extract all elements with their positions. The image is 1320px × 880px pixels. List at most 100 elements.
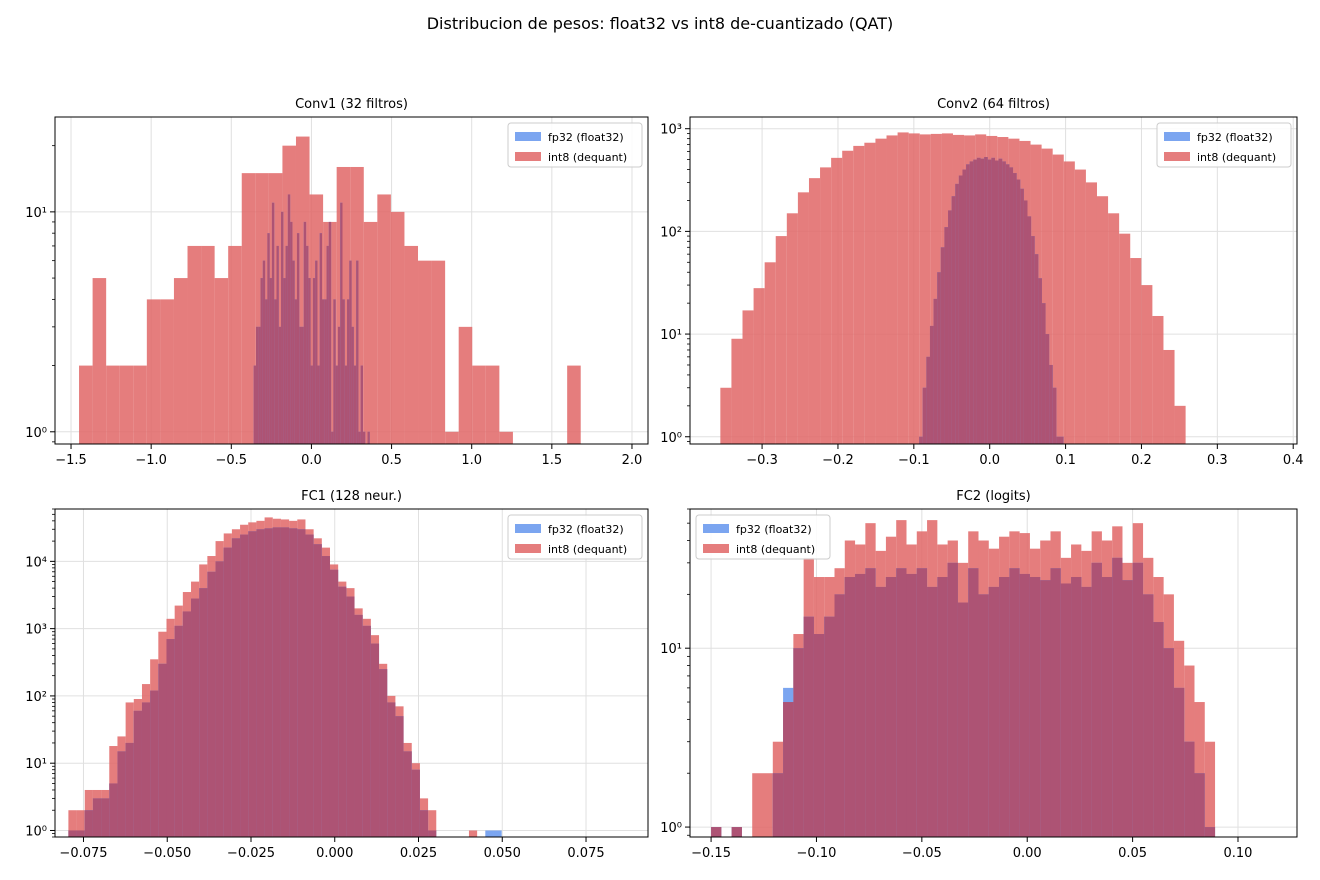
x-tick-label: −0.05 — [902, 846, 942, 861]
overlap-bar — [347, 299, 350, 444]
overlap-bar — [916, 568, 928, 837]
overlap-bar — [240, 534, 249, 837]
int8-bar — [428, 810, 437, 837]
overlap-bar — [1013, 173, 1017, 444]
overlap-bar — [955, 183, 959, 444]
overlap-bar — [896, 568, 907, 837]
overlap-bar — [248, 531, 257, 837]
subplot-2: Conv2 (64 filtros) −0.3 −0.2 −0.1 0.0 0.1 0.2 0… — [660, 97, 1303, 468]
overlap-bar — [783, 702, 794, 837]
overlap-bar — [322, 299, 325, 444]
overlap-bar — [927, 586, 938, 837]
overlap-bar — [1005, 164, 1010, 444]
int8-bar — [92, 278, 107, 444]
y-tick-label: 10⁰ — [660, 431, 682, 446]
overlap-bar — [353, 365, 357, 444]
int8-bar — [468, 830, 478, 837]
overlap-bar — [933, 298, 938, 444]
figure-title: Distribucion de pesos: float32 vs int8 d… — [426, 14, 894, 33]
overlap-bar — [358, 431, 361, 444]
int8-bar — [808, 178, 821, 444]
overlap-bar — [962, 169, 967, 444]
legend-swatch-int8 — [515, 544, 541, 553]
overlap-bar — [256, 326, 259, 444]
overlap-bar — [1071, 577, 1082, 837]
x-tick-label: 0.5 — [381, 453, 402, 468]
int8-bar — [1108, 213, 1120, 444]
overlap-bar — [984, 157, 988, 444]
x-tick-label: 0.3 — [1207, 453, 1228, 468]
overlap-bar — [101, 798, 110, 837]
int8-bar — [742, 310, 754, 444]
overlap-bar — [1020, 188, 1024, 444]
bars — [79, 136, 581, 444]
int8-bar — [160, 299, 174, 444]
axes-frame — [689, 508, 1298, 838]
overlap-bar — [978, 594, 989, 837]
overlap-bar — [362, 625, 371, 837]
int8-bar — [472, 365, 486, 444]
overlap-bar — [272, 527, 281, 837]
int8-bar — [1163, 349, 1175, 444]
x-tick-label: 0.2 — [1131, 453, 1152, 468]
subplot-title: FC1 (128 neur.) — [301, 489, 402, 504]
int8-bar — [76, 810, 85, 837]
x-tick-label: −1.0 — [135, 453, 167, 468]
legend-label: fp32 (float32) — [548, 131, 624, 144]
overlap-bar — [303, 221, 307, 444]
overlap-bar — [1194, 773, 1205, 837]
overlap-bar — [1040, 580, 1051, 837]
y-tick-label: 10¹ — [25, 206, 47, 221]
overlap-bar — [301, 326, 304, 444]
overlap-bar — [182, 611, 192, 837]
overlap-bar — [1016, 179, 1021, 444]
overlap-bar — [1081, 586, 1092, 837]
overlap-bar — [133, 710, 142, 837]
axes-frame — [54, 508, 649, 838]
int8-bar — [786, 213, 798, 444]
overlap-bar — [1029, 577, 1041, 837]
overlap-bar — [299, 326, 302, 444]
overlap-bar — [306, 245, 309, 444]
overlap-bar — [793, 648, 804, 837]
overlap-bar — [875, 586, 886, 837]
overlap-bar — [1019, 573, 1030, 837]
overlap-bar — [292, 260, 295, 444]
int8-bar — [567, 365, 581, 444]
int8-bar — [390, 211, 405, 444]
overlap-bar — [1049, 364, 1053, 444]
legend-box — [695, 514, 831, 560]
x-tick-label: 0.4 — [1283, 453, 1304, 468]
int8-bar — [753, 288, 765, 444]
x-tick-label: 0.00 — [1013, 846, 1042, 861]
y-tick-label: 10² — [25, 690, 47, 705]
legend-swatch-fp32 — [515, 524, 541, 533]
overlap-bar — [223, 547, 232, 837]
int8-bar — [146, 299, 161, 444]
overlap-bar — [855, 573, 866, 837]
overlap-bar — [824, 616, 835, 837]
overlap-bar — [109, 783, 118, 837]
overlap-bar — [296, 233, 300, 444]
overlap-bar — [199, 588, 208, 837]
overlap-bar — [324, 299, 327, 444]
overlap-bar — [944, 227, 949, 444]
overlap-bar — [937, 272, 941, 444]
overlap-bar — [1050, 568, 1061, 837]
x-tick-label: 0.1 — [1055, 453, 1076, 468]
overlap-bar — [117, 751, 126, 837]
y-tick-label: 10⁴ — [25, 555, 47, 570]
overlap-bar — [326, 245, 329, 444]
legend: fp32 (float32) int8 (dequant) — [507, 122, 643, 168]
int8-bar — [797, 192, 809, 444]
overlap-bar — [335, 365, 338, 444]
overlap-bar — [84, 810, 93, 837]
overlap-bar — [256, 529, 265, 837]
overlap-bar — [865, 568, 876, 837]
overlap-bar — [367, 431, 370, 444]
overlap-bar — [1059, 436, 1064, 444]
overlap-bar — [253, 365, 257, 444]
int8-bar — [485, 365, 500, 444]
overlap-bar — [207, 571, 216, 837]
overlap-bar — [258, 326, 261, 444]
